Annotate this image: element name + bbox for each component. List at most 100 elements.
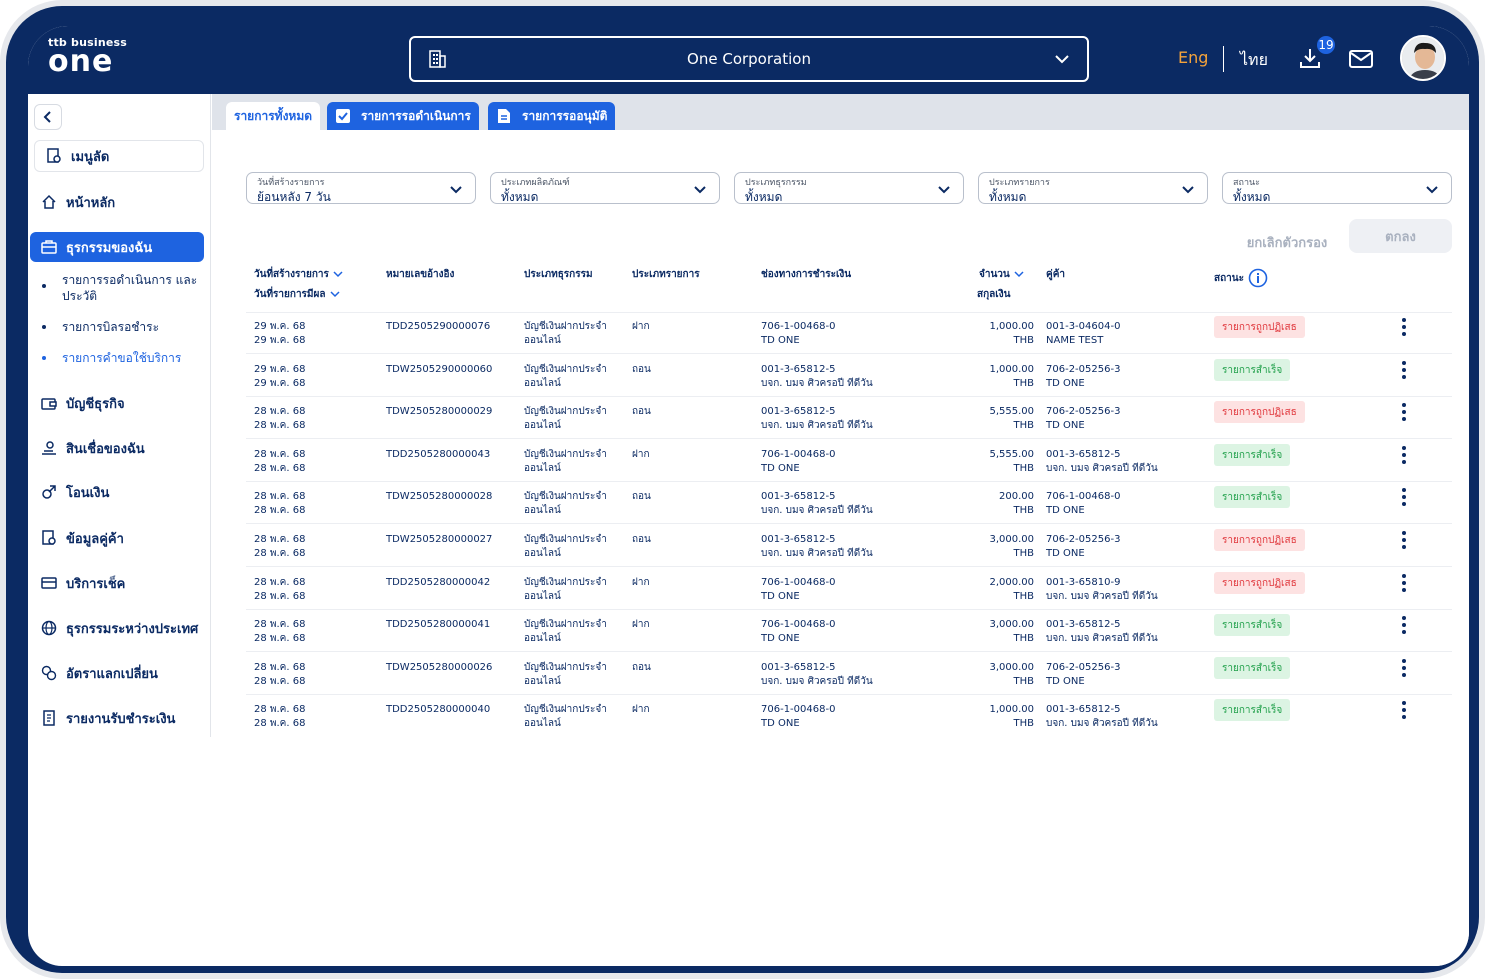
row-channel-account: 001-3-65812-5 [761,534,836,545]
row-currency: THB [1013,463,1035,474]
tab-label: รายการรอดำเนินการ [361,108,471,123]
filter-label: สถานะ [1233,178,1260,188]
more-options-icon[interactable] [1399,446,1409,464]
sidebar-item-my-loans[interactable]: สินเชื่อของฉัน [30,433,204,463]
row-transaction-type: บัญชีเงินฝากประจำ [524,321,607,332]
apply-filter-button[interactable]: ตกลง [1349,219,1452,253]
sidebar-item-label: ธุรกรรมของฉัน [66,240,153,256]
row-counterparty-account: 001-3-04604-0 [1046,321,1121,332]
sidebar-item-partner-info[interactable]: ข้อมูลคู่ค้า [30,523,204,553]
row-channel-name: บจก. บมจ ศิวครอปี ทีดีวัน [761,676,873,687]
more-options-icon[interactable] [1399,488,1409,506]
filter-product-type[interactable]: ประเภทผลิตภัณฑ์ ทั้งหมด [490,172,720,204]
row-counterparty-account: 001-3-65812-5 [1046,449,1121,460]
row-transaction-type: บัญชีเงินฝากประจำ [524,406,607,417]
row-channel-account: 001-3-65812-5 [761,406,836,417]
sidebar-item-payment-report[interactable]: รายงานรับชำระเงิน [30,703,204,733]
row-channel-account: 706-1-00468-0 [761,704,836,715]
more-options-icon[interactable] [1399,531,1409,549]
tab-pending[interactable]: รายการรอดำเนินการ [327,102,479,130]
briefcase-icon [40,238,58,256]
tab-awaiting-approval[interactable]: รายการรออนุมัติ [488,102,616,130]
lang-divider [1223,46,1224,72]
row-effective-date: 28 พ.ค. 68 [254,505,306,516]
clear-filter-button[interactable]: ยกเลิกตัวกรอง [1246,235,1328,251]
report-icon [40,709,58,727]
menu-shortcut-field[interactable]: เมนูลัด [34,140,204,172]
avatar[interactable] [1400,35,1446,81]
logo-small-text: ttb business [48,36,128,49]
row-counterparty-account: 706-2-05256-3 [1046,406,1121,417]
more-options-icon[interactable] [1399,659,1409,677]
row-transaction-type-2: ออนไลน์ [524,335,561,346]
row-reference: TDD2505290000076 [386,321,491,332]
row-currency: THB [1013,633,1035,644]
sidebar-sub-pending-history[interactable]: รายการรอดำเนินการ และประวัติ [42,272,202,304]
filter-label: ประเภทธุรกรรม [745,178,807,188]
top-header: ttb business one One Corporation Eng ไทย… [28,26,1469,94]
sidebar-item-exchange-rate[interactable]: อัตราแลกเปลี่ยน [30,658,204,688]
row-reference: TDD2505280000043 [386,449,491,460]
sidebar-item-transfer[interactable]: โอนเงิน [30,477,204,507]
row-item-type: ถอน [632,491,651,502]
sidebar-item-label: บริการเช็ค [66,576,126,592]
tab-all-transactions[interactable]: รายการทั้งหมด [226,102,321,130]
col-created-date[interactable]: วันที่สร้างรายการ [254,268,343,282]
row-amount: 1,000.00 [989,704,1034,715]
info-icon[interactable] [1248,268,1268,288]
row-channel-account: 706-1-00468-0 [761,321,836,332]
lang-thai-option[interactable]: ไทย [1240,50,1268,69]
filter-created-date[interactable]: วันที่สร้างรายการ ย้อนหลัง 7 วัน [246,172,476,204]
more-options-icon[interactable] [1399,361,1409,379]
row-channel-account: 001-3-65812-5 [761,364,836,375]
row-effective-date: 28 พ.ค. 68 [254,591,306,602]
more-options-icon[interactable] [1399,616,1409,634]
row-amount: 5,555.00 [989,406,1034,417]
sidebar-item-my-transactions[interactable]: ธุรกรรมของฉัน [30,232,204,262]
row-created-date: 28 พ.ค. 68 [254,662,306,673]
tab-bar: รายการทั้งหมด รายการรอดำเนินการ รายการรอ… [212,94,1469,130]
filter-transaction-type[interactable]: ประเภทธุรกรรม ทั้งหมด [734,172,964,204]
col-effective-date[interactable]: วันที่รายการมีผล [254,288,340,302]
download-icon[interactable] [1298,46,1322,74]
more-options-icon[interactable] [1399,701,1409,719]
row-effective-date: 28 พ.ค. 68 [254,548,306,559]
status-badge: รายการถูกปฏิเสธ [1214,572,1305,594]
corporation-selector[interactable]: One Corporation [409,36,1089,82]
sidebar-item-international[interactable]: ธุรกรรมระหว่างประเทศ [30,613,204,643]
filter-item-type[interactable]: ประเภทรายการ ทั้งหมด [978,172,1208,204]
row-channel-name: บจก. บมจ ศิวครอปี ทีดีวัน [761,505,873,516]
row-effective-date: 29 พ.ค. 68 [254,378,306,389]
mail-icon[interactable] [1348,48,1374,74]
lang-eng-option[interactable]: Eng [1178,48,1209,67]
row-counterparty-name: TD ONE [1046,420,1085,431]
app-logo[interactable]: ttb business one [48,36,128,77]
chevron-down-icon [693,182,707,201]
row-counterparty-name: TD ONE [1046,378,1085,389]
more-options-icon[interactable] [1399,574,1409,592]
filter-label: วันที่สร้างรายการ [257,178,325,188]
sidebar-item-business-account[interactable]: บัญชีธุรกิจ [30,388,204,418]
row-channel-account: 706-1-00468-0 [761,619,836,630]
col-amount[interactable]: จำนวน [979,268,1024,282]
row-counterparty-name: NAME TEST [1046,335,1104,346]
row-divider [246,353,1452,354]
filter-value: ทั้งหมด [501,190,539,204]
sidebar-item-label: สินเชื่อของฉัน [66,441,145,457]
filter-label: ประเภทผลิตภัณฑ์ [501,178,570,188]
more-options-icon[interactable] [1399,403,1409,421]
row-channel-name: บจก. บมจ ศิวครอปี ทีดีวัน [761,548,873,559]
more-options-icon[interactable] [1399,318,1409,336]
row-transaction-type-2: ออนไลน์ [524,463,561,474]
filter-value: ทั้งหมด [1233,190,1271,204]
status-badge: รายการสำเร็จ [1214,657,1291,679]
filter-status[interactable]: สถานะ ทั้งหมด [1222,172,1452,204]
sidebar-item-cheque[interactable]: บริการเช็ค [30,568,204,598]
sidebar-sub-bills[interactable]: รายการบิลรอชำระ [42,319,202,335]
sidebar-item-home[interactable]: หน้าหลัก [30,187,204,217]
sidebar-collapse-button[interactable] [34,104,62,130]
row-item-type: ฝาก [632,619,650,630]
row-transaction-type: บัญชีเงินฝากประจำ [524,364,607,375]
col-payment-channel: ช่องทางการชำระเงิน [761,269,852,280]
sidebar-sub-service-requests[interactable]: รายการคำขอใช้บริการ [42,350,202,366]
